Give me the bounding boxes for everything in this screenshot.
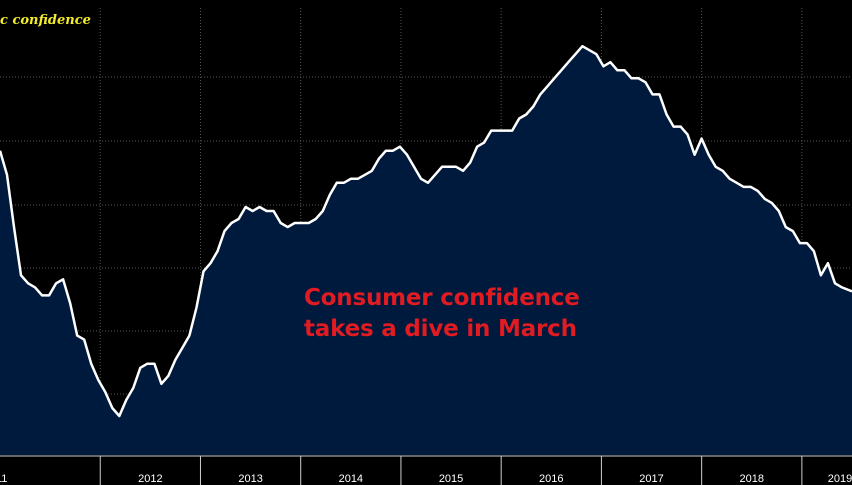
series-area — [0, 46, 852, 455]
legend-label: c confidence — [0, 13, 91, 28]
x-tick-label: 2016 — [539, 473, 563, 485]
annotation-line-2: takes a dive in March — [304, 316, 577, 342]
x-tick-label: 2015 — [439, 473, 463, 485]
x-axis-ticks: 11 2012 2013 2014 2015 2016 2017 2018 2019 — [0, 456, 852, 485]
x-tick-label: 2012 — [138, 473, 162, 485]
annotation-line-1: Consumer confidence — [304, 285, 580, 311]
x-tick-label: 2019 — [828, 473, 852, 485]
series-line — [0, 44, 852, 418]
x-tick-label: 11 — [0, 473, 7, 485]
chart-annotation: Consumer confidence takes a dive in Marc… — [304, 283, 580, 345]
x-tick-label: 2014 — [339, 473, 363, 485]
x-tick-label: 2018 — [740, 473, 764, 485]
x-tick-label: 2013 — [238, 473, 262, 485]
x-tick-label: 2017 — [639, 473, 663, 485]
